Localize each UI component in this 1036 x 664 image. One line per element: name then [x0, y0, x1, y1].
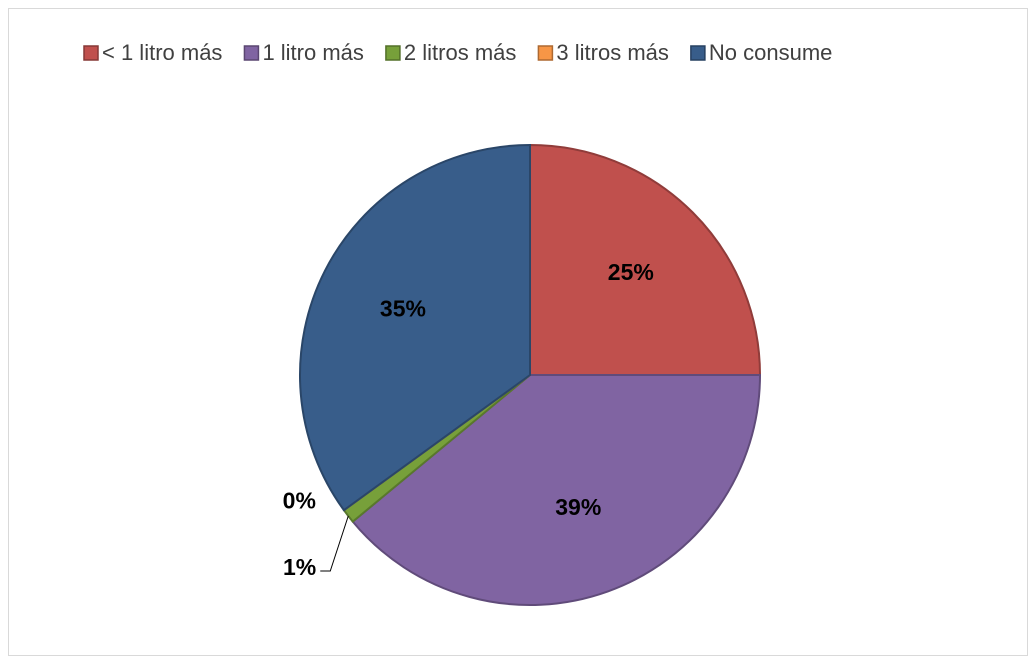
data-label: 1% — [283, 554, 316, 580]
legend-label: 2 litros más — [404, 40, 516, 65]
legend-label: 3 litros más — [556, 40, 668, 65]
leader-line — [320, 515, 349, 572]
data-label: 35% — [380, 295, 426, 321]
pie-slice — [351, 374, 762, 606]
legend-swatch — [243, 45, 260, 61]
data-label: 25% — [608, 259, 654, 285]
legend-label: < 1 litro más — [102, 40, 222, 65]
legend-swatch — [385, 45, 401, 61]
pie-slice — [299, 143, 531, 512]
legend-swatch — [83, 45, 99, 61]
legend-swatch — [537, 45, 554, 61]
legend-label: No consume — [709, 40, 833, 65]
legend-swatch — [690, 45, 706, 61]
legend-label: 1 litro más — [262, 40, 363, 65]
data-label: 39% — [555, 494, 601, 520]
pie-slice — [529, 143, 762, 376]
data-label: 0% — [283, 487, 316, 513]
